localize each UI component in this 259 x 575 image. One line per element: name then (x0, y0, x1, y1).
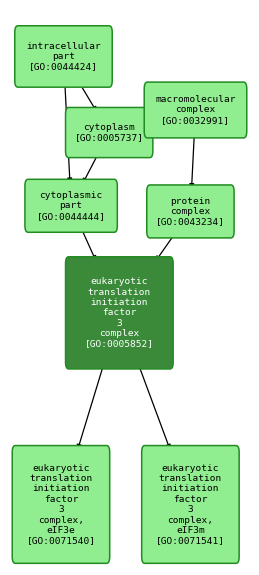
FancyBboxPatch shape (147, 185, 234, 238)
FancyBboxPatch shape (12, 446, 110, 564)
Text: eukaryotic
translation
initiation
factor
3
complex
[GO:0005852]: eukaryotic translation initiation factor… (85, 277, 154, 348)
Text: cytoplasmic
part
[GO:0044444]: cytoplasmic part [GO:0044444] (37, 191, 106, 221)
FancyBboxPatch shape (25, 179, 117, 232)
Text: macromolecular
complex
[GO:0032991]: macromolecular complex [GO:0032991] (155, 95, 236, 125)
FancyBboxPatch shape (15, 26, 112, 87)
Text: protein
complex
[GO:0043234]: protein complex [GO:0043234] (156, 197, 225, 227)
FancyBboxPatch shape (66, 108, 153, 158)
FancyBboxPatch shape (142, 446, 239, 564)
FancyBboxPatch shape (144, 82, 247, 138)
Text: eukaryotic
translation
initiation
factor
3
complex,
eIF3m
[GO:0071541]: eukaryotic translation initiation factor… (156, 463, 225, 545)
Text: cytoplasm
[GO:0005737]: cytoplasm [GO:0005737] (75, 123, 144, 142)
Text: intracellular
part
[GO:0044424]: intracellular part [GO:0044424] (26, 41, 101, 71)
Text: eukaryotic
translation
initiation
factor
3
complex,
eIF3e
[GO:0071540]: eukaryotic translation initiation factor… (26, 463, 96, 545)
FancyBboxPatch shape (66, 257, 173, 369)
